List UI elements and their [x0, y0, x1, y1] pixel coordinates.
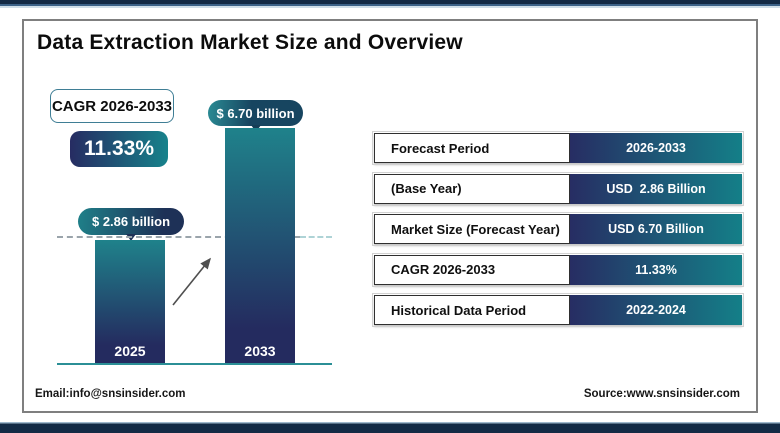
- dashed-reference-line-end: [300, 236, 332, 238]
- row-label-cell: Market Size (Forecast Year): [374, 214, 570, 244]
- row-value-cell: 11.33%: [570, 254, 742, 285]
- row-label-cell: Historical Data Period: [374, 295, 570, 325]
- table-row: (Base Year) USD 2.86 Billion: [372, 171, 744, 206]
- row-value-cell: USD 2.86 Billion: [570, 173, 742, 204]
- growth-arrow-icon: [172, 257, 212, 306]
- row-label-cell: CAGR 2026-2033: [374, 254, 570, 285]
- cagr-label-box: CAGR 2026-2033: [50, 89, 174, 123]
- page-title: Data Extraction Market Size and Overview: [37, 31, 463, 54]
- chart-baseline: [57, 363, 332, 365]
- value-pill-2033-label: $ 6.70 billion: [216, 105, 295, 121]
- table-row: Market Size (Forecast Year) USD 6.70 Bil…: [372, 212, 744, 246]
- row-value-cell: 2022-2024: [570, 295, 742, 325]
- table-row: CAGR 2026-2033 11.33%: [372, 252, 744, 287]
- market-table: Forecast Period 2026-2033 (Base Year) US…: [372, 131, 744, 327]
- value-pill-2025: $ 2.86 billion: [78, 208, 184, 241]
- table-row: Historical Data Period 2022-2024: [372, 293, 744, 327]
- footer-email: Email:info@snsinsider.com: [35, 388, 186, 400]
- row-label-cell: Forecast Period: [374, 133, 570, 163]
- row-label-cell: (Base Year): [374, 173, 570, 204]
- dashed-reference-line: [57, 236, 300, 238]
- top-accent-bar: [0, 0, 780, 8]
- value-pill-2033: $ 6.70 billion: [208, 100, 303, 132]
- value-pill-2025-label: $ 2.86 billion: [91, 214, 171, 229]
- footer-source: Source:www.snsinsider.com: [583, 388, 740, 400]
- table-row: Forecast Period 2026-2033: [372, 131, 744, 165]
- bar-year-label: 2033: [244, 343, 276, 359]
- cagr-value-badge: 11.33%: [70, 131, 168, 167]
- bar-2033: 2033: [225, 128, 295, 364]
- bar-2025: 2025: [95, 240, 165, 364]
- bar-year-label: 2025: [114, 343, 146, 359]
- bottom-accent-bar: [0, 422, 780, 433]
- row-value-cell: USD 6.70 Billion: [570, 214, 742, 244]
- row-value-cell: 2026-2033: [570, 133, 742, 163]
